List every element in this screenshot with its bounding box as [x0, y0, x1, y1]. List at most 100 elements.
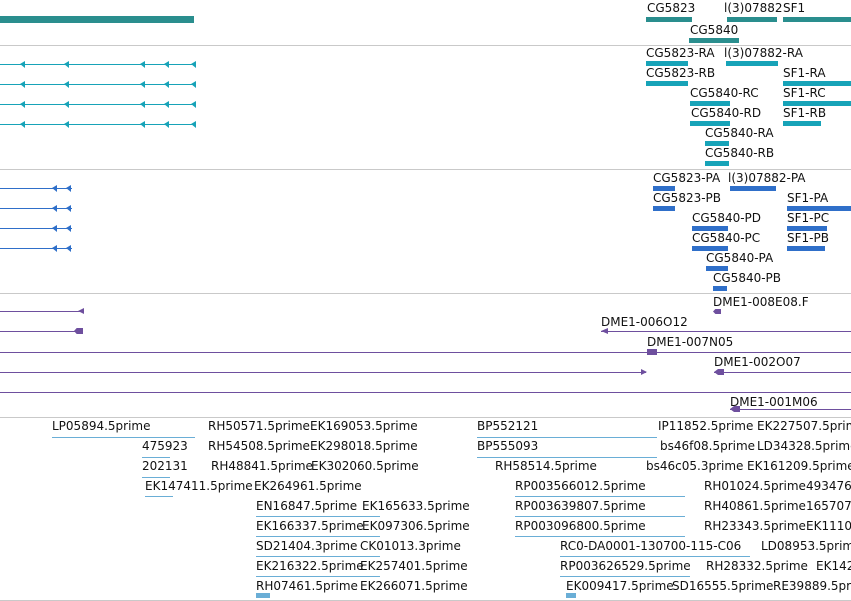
est-label[interactable]: EK1110	[806, 519, 851, 533]
cds-label[interactable]: CG5840-PA	[706, 251, 774, 265]
cds-feature[interactable]	[706, 266, 728, 271]
gene-label[interactable]: CG5840	[690, 23, 739, 37]
est-label[interactable]: BP552121	[477, 419, 539, 433]
transcript-feature[interactable]	[690, 101, 730, 106]
truncated-feature-line[interactable]	[0, 124, 196, 125]
est-label[interactable]: 165707	[806, 499, 851, 513]
est-feature[interactable]	[560, 576, 690, 577]
transcript-feature[interactable]	[705, 161, 729, 166]
transcript-label[interactable]: SF1-RB	[783, 106, 827, 120]
est-label[interactable]: BP555093	[477, 439, 539, 453]
clone-label[interactable]: DME1-001M06	[730, 395, 818, 409]
est-label[interactable]: EK257401.5prime	[360, 559, 468, 573]
cds-feature[interactable]	[730, 186, 776, 191]
clone-feature[interactable]	[713, 309, 721, 314]
est-label[interactable]: RP003096800.5prime	[515, 519, 646, 533]
est-feature[interactable]	[560, 556, 750, 557]
est-feature[interactable]	[515, 496, 685, 497]
est-label[interactable]: EK264961.5prime	[254, 479, 362, 493]
clone-line[interactable]	[0, 392, 851, 393]
transcript-feature[interactable]	[783, 121, 821, 126]
cds-label[interactable]: CG5823-PA	[653, 171, 721, 185]
clone-end[interactable]	[74, 328, 83, 334]
cds-label[interactable]: CG5840-PD	[692, 211, 762, 225]
est-label[interactable]: EK147411.5prime	[145, 479, 253, 493]
est-feature[interactable]	[477, 457, 657, 458]
est-feature[interactable]	[52, 437, 195, 438]
clone-end[interactable]	[714, 369, 724, 375]
est-feature[interactable]	[256, 593, 270, 598]
transcript-label[interactable]: CG5840-RD	[691, 106, 762, 120]
cds-label[interactable]: SF1-PC	[787, 211, 830, 225]
transcript-feature[interactable]	[690, 121, 730, 126]
clone-line[interactable]	[714, 372, 851, 373]
est-feature[interactable]	[142, 457, 170, 458]
transcript-feature[interactable]	[705, 141, 729, 146]
est-label[interactable]: EK266071.5prime	[360, 579, 468, 593]
transcript-label[interactable]: CG5823-RB	[646, 66, 716, 80]
gene-label[interactable]: SF1	[783, 1, 806, 15]
est-label[interactable]: bs46f08.5prime	[660, 439, 756, 453]
truncated-feature-line[interactable]	[0, 188, 72, 189]
cds-feature[interactable]	[787, 226, 827, 231]
transcript-label[interactable]: CG5840-RC	[690, 86, 759, 100]
cds-label[interactable]: SF1-PB	[787, 231, 829, 245]
clone-line[interactable]	[0, 331, 80, 332]
est-label[interactable]: RP003639807.5prime	[515, 499, 646, 513]
est-label[interactable]: LD34328.5prime	[757, 439, 851, 453]
est-label[interactable]: RH48841.5prime	[211, 459, 313, 473]
cds-feature[interactable]	[787, 246, 825, 251]
clone-label[interactable]: DME1-002O07	[714, 355, 801, 369]
est-feature[interactable]	[566, 593, 576, 598]
gene-label[interactable]: CG5823	[647, 1, 696, 15]
est-label[interactable]: EK302060.5prime	[311, 459, 419, 473]
est-label[interactable]: RH07461.5prime	[256, 579, 358, 593]
est-label[interactable]: EK166337.5prime	[256, 519, 364, 533]
est-label[interactable]: 475923	[142, 439, 188, 453]
est-label[interactable]: RE39889.5prime	[773, 579, 851, 593]
transcript-label[interactable]: CG5840-RB	[705, 146, 775, 160]
clone-feature[interactable]	[647, 349, 657, 355]
cds-label[interactable]: CG5840-PC	[692, 231, 761, 245]
gene-feature[interactable]	[727, 17, 777, 22]
transcript-label[interactable]: CG5823-RA	[646, 46, 715, 60]
est-feature[interactable]	[515, 516, 685, 517]
truncated-feature-line[interactable]	[0, 248, 72, 249]
cds-feature[interactable]	[713, 286, 727, 291]
cds-feature[interactable]	[692, 226, 728, 231]
transcript-label[interactable]: SF1-RA	[783, 66, 826, 80]
est-label[interactable]: CK01013.3prime	[360, 539, 461, 553]
est-label[interactable]: RH54508.5prime	[208, 439, 310, 453]
est-label[interactable]: SD21404.3prime	[256, 539, 358, 553]
clone-label[interactable]: DME1-008E08.F	[713, 295, 809, 309]
est-label[interactable]: RP003566012.5prime	[515, 479, 646, 493]
transcript-feature[interactable]	[783, 81, 851, 86]
est-label[interactable]: EK227507.5prime	[757, 419, 851, 433]
clone-end[interactable]	[730, 406, 740, 412]
est-label[interactable]: EK165633.5prime	[362, 499, 470, 513]
est-label[interactable]: EK161209.5prime	[747, 459, 851, 473]
truncated-feature-line[interactable]	[0, 84, 196, 85]
cds-feature[interactable]	[653, 186, 675, 191]
clone-label[interactable]: DME1-006O12	[601, 315, 688, 329]
est-label[interactable]: LP05894.5prime	[52, 419, 151, 433]
est-label[interactable]: RP003626529.5prime	[560, 559, 691, 573]
est-feature[interactable]	[256, 516, 380, 517]
est-label[interactable]: bs46c05.3prime	[646, 459, 744, 473]
est-label[interactable]: EK142	[816, 559, 851, 573]
est-feature[interactable]	[477, 437, 657, 438]
est-label[interactable]: SD16555.5prime	[672, 579, 774, 593]
clone-end[interactable]	[601, 328, 608, 334]
est-label[interactable]: EK298018.5prime	[310, 439, 418, 453]
est-label[interactable]: RH28332.5prime	[706, 559, 808, 573]
est-label[interactable]: RH40861.5prime	[704, 499, 806, 513]
est-label[interactable]: EK216322.5prime	[256, 559, 364, 573]
est-label[interactable]: 493476	[806, 479, 851, 493]
transcript-feature[interactable]	[726, 61, 778, 66]
transcript-label[interactable]: CG5840-RA	[705, 126, 774, 140]
gene-label[interactable]: l(3)07882	[724, 1, 783, 15]
transcript-feature[interactable]	[783, 101, 851, 106]
est-label[interactable]: RH01024.5prime	[704, 479, 806, 493]
gene-feature-left[interactable]	[0, 16, 194, 23]
transcript-feature[interactable]	[646, 61, 688, 66]
